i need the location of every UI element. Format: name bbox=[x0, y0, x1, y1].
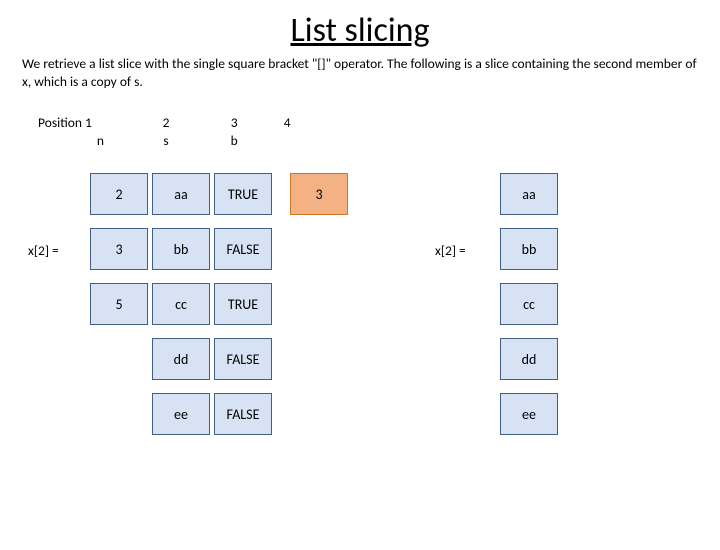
header-position: Position 1 bbox=[38, 114, 110, 131]
left-col3-cell: TRUE bbox=[214, 283, 272, 325]
left-col3-cell: FALSE bbox=[214, 228, 272, 270]
left-col3-cell: FALSE bbox=[214, 393, 272, 435]
left-col2-cell: aa bbox=[152, 173, 210, 215]
subtitle-text: We retrieve a list slice with the single… bbox=[22, 55, 698, 90]
header-n: n bbox=[38, 132, 110, 149]
header-s: s bbox=[131, 132, 201, 149]
left-col2-cell: bb bbox=[152, 228, 210, 270]
left-col2-cell: dd bbox=[152, 338, 210, 380]
left-col1-cell: 2 bbox=[90, 173, 148, 215]
left-col2-cell: cc bbox=[152, 283, 210, 325]
right-col-cell: ee bbox=[500, 393, 558, 435]
page-title: List slicing bbox=[0, 10, 720, 51]
right-col-cell: cc bbox=[500, 283, 558, 325]
left-col2-cell: ee bbox=[152, 393, 210, 435]
left-col3-cell: TRUE bbox=[214, 173, 272, 215]
left-col1-cell: 3 bbox=[90, 228, 148, 270]
left-col3-cell: FALSE bbox=[214, 338, 272, 380]
column-headers: Position 1 2 3 4 n s b bbox=[38, 114, 307, 150]
orange-cell: 3 bbox=[290, 173, 348, 215]
right-col-cell: aa bbox=[500, 173, 558, 215]
x2-label-right: x[2] = bbox=[435, 242, 466, 259]
header-3: 3 bbox=[204, 114, 264, 131]
header-4: 4 bbox=[267, 114, 307, 131]
header-2: 2 bbox=[131, 114, 201, 131]
left-col1-cell: 5 bbox=[90, 283, 148, 325]
x2-label-left: x[2] = bbox=[28, 242, 59, 259]
right-col-cell: dd bbox=[500, 338, 558, 380]
right-col-cell: bb bbox=[500, 228, 558, 270]
header-b: b bbox=[204, 132, 264, 149]
